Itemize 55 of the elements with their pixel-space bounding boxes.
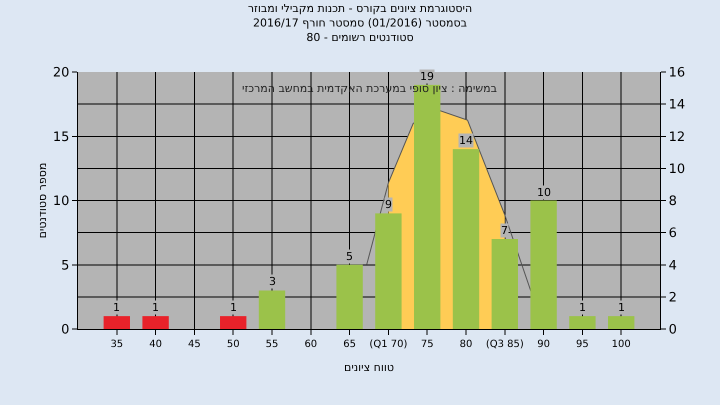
data-label: 1 [618, 301, 625, 314]
bar [258, 290, 286, 329]
data-label: 9 [385, 198, 392, 211]
x-tick-label: 55 [266, 339, 278, 350]
bar [530, 200, 557, 329]
x-tick-label: 35 [110, 339, 124, 350]
x-tick-label: 45 [188, 339, 201, 350]
x-tick-label: 40 [149, 339, 162, 350]
x-axis-title: טווח ציונים [344, 361, 394, 374]
data-label: 7 [501, 224, 508, 237]
bar [336, 264, 363, 329]
x-tick-label: 65 [343, 339, 356, 350]
y-tick-label: 5 [61, 258, 70, 274]
data-label: 5 [346, 250, 353, 263]
bar [142, 316, 169, 329]
y2-tick-label: 10 [668, 162, 686, 177]
bar [452, 149, 480, 329]
bar [104, 316, 130, 329]
y-tick-label: 10 [52, 194, 70, 210]
y2-tick-label: 8 [668, 194, 677, 210]
x-tick-label: (Q1 70) [369, 339, 408, 350]
y2-tick-label: 2 [668, 290, 677, 306]
x-tick-label: 95 [576, 339, 589, 350]
x-tick-label: 90 [537, 339, 550, 350]
y2-tick-label: 16 [668, 66, 686, 81]
x-tick-label: 60 [304, 339, 318, 350]
y2-tick-label: 4 [668, 258, 677, 274]
y2-tick-label: 6 [668, 226, 677, 242]
data-label: 1 [579, 301, 586, 314]
y-tick-label: 15 [52, 130, 70, 145]
chart-subtitle: בסמסטר (01/2016) סמסטר חורף 2016/17 סטודנטים רשומים - 80 [253, 16, 467, 44]
bar [569, 316, 596, 329]
bar [220, 316, 246, 329]
data-label: 1 [113, 301, 120, 314]
bar [492, 239, 518, 329]
data-label: 1 [152, 301, 159, 314]
data-label: 10 [537, 186, 551, 199]
y-tick-label: 20 [52, 66, 70, 81]
x-tick-label: 100 [612, 339, 631, 350]
bar [608, 316, 634, 329]
y-tick-label: 0 [61, 322, 70, 338]
x-tick-label: 80 [460, 339, 472, 350]
x-tick-label: 50 [226, 339, 240, 350]
y-axis-title: מספר סטודנטים [36, 162, 49, 238]
data-label: 14 [459, 134, 473, 147]
chart-title: היסטוגרמת ציונים בקורס - תכנות מקבילי ומבוזר [248, 2, 472, 16]
y2-tick-label: 0 [668, 322, 677, 338]
y2-tick-label: 14 [668, 98, 686, 113]
data-label: 3 [269, 275, 276, 288]
data-label: 19 [420, 70, 434, 83]
y2-tick-label: 12 [668, 130, 686, 145]
x-tick-label: (Q3 85) [486, 339, 524, 350]
data-label: 1 [230, 301, 237, 314]
bar [375, 213, 402, 329]
x-tick-label: 75 [420, 339, 434, 350]
